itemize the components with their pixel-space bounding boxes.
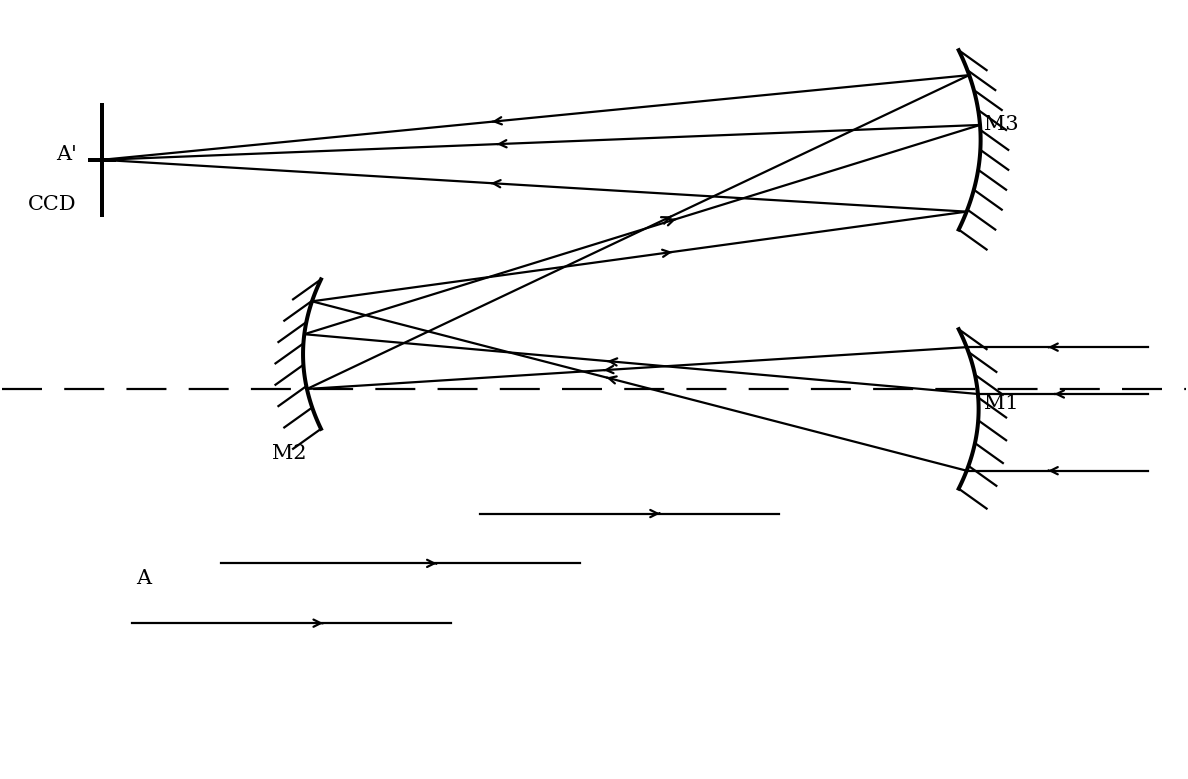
Text: M2: M2	[272, 444, 307, 464]
Text: A: A	[137, 569, 152, 588]
Text: CCD: CCD	[29, 196, 77, 214]
Text: A': A'	[56, 146, 77, 164]
Text: M3: M3	[984, 115, 1018, 135]
Text: M1: M1	[984, 394, 1018, 414]
